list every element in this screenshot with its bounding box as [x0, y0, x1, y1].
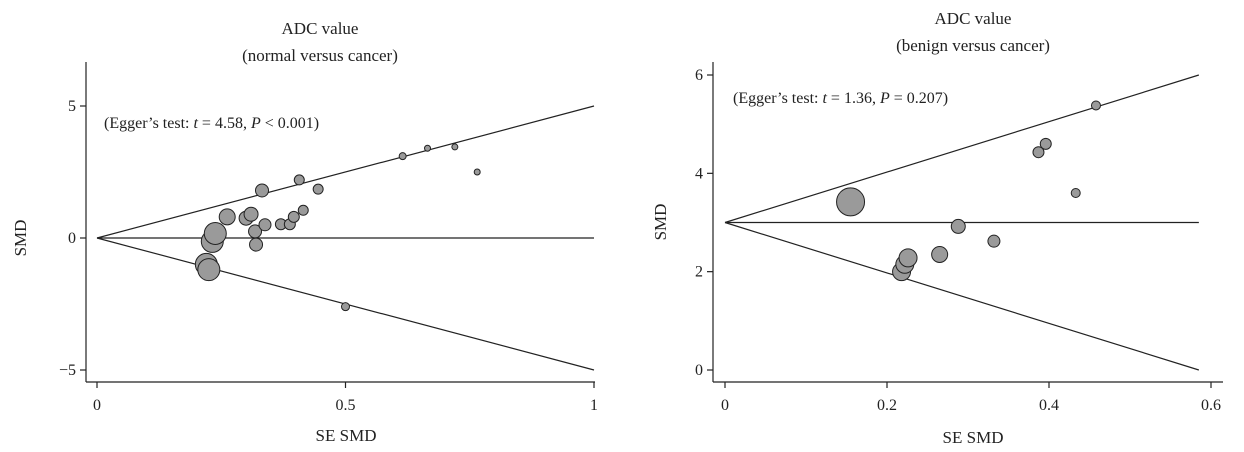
study-point [287, 210, 300, 223]
x-tick-label: 1 [590, 397, 598, 414]
study-point [1039, 137, 1052, 150]
funnel-line [724, 74, 1200, 224]
study-point [950, 218, 966, 234]
chart-title: ADC value [282, 19, 359, 38]
x-tick-label: 0.4 [1039, 397, 1059, 414]
study-point [1070, 188, 1081, 198]
funnel-line [724, 221, 1200, 371]
funnel-plot-benign-vs-cancer: ADC value (benign versus cancer) SMD SE … [651, 9, 1223, 447]
study-point [424, 144, 432, 152]
x-tick-label: 0.6 [1201, 397, 1221, 414]
eggers-test-annotation: (Egger’s test: t = 1.36, P = 0.207) [733, 90, 948, 107]
chart-title: ADC value [935, 9, 1012, 28]
chart-subtitle: (benign versus cancer) [896, 36, 1050, 55]
eggers-test-annotation: (Egger’s test: t = 4.58, P < 0.001) [104, 115, 319, 132]
axes: 0 0.5 1 −5 0 5 [59, 62, 598, 414]
study-point [1032, 146, 1045, 159]
study-points [836, 100, 1101, 282]
x-tick-label: 0.5 [336, 397, 356, 414]
study-point [218, 208, 236, 226]
reference-lines [96, 105, 595, 371]
study-point [293, 174, 305, 186]
x-tick-label: 0.2 [877, 397, 897, 414]
study-point [312, 183, 324, 195]
study-point [258, 218, 272, 232]
y-tick-label: 4 [695, 165, 703, 182]
x-tick-label: 0 [93, 397, 101, 414]
study-point [297, 204, 309, 216]
study-point [1090, 100, 1101, 111]
study-point [836, 187, 866, 217]
study-points [194, 143, 481, 312]
axes: 0 0.2 0.4 0.6 0 2 4 6 [695, 62, 1223, 414]
x-tick-label: 0 [721, 397, 729, 414]
study-point [249, 237, 264, 252]
y-axis-label: SMD [651, 204, 670, 241]
study-point [987, 234, 1001, 248]
study-point [398, 152, 407, 161]
y-axis-label: SMD [11, 220, 30, 257]
y-tick-label: −5 [59, 362, 76, 379]
y-tick-label: 0 [695, 362, 703, 379]
funnel-line [96, 105, 595, 239]
x-axis-label: SE SMD [943, 428, 1004, 447]
study-point [473, 168, 481, 176]
y-tick-label: 2 [695, 264, 703, 281]
chart-subtitle: (normal versus cancer) [242, 46, 398, 65]
study-point [197, 258, 221, 282]
study-point [255, 183, 270, 198]
study-point [451, 143, 459, 151]
funnel-plot-normal-vs-cancer: ADC value (normal versus cancer) SMD SE … [11, 19, 598, 445]
study-point [898, 248, 918, 268]
y-tick-label: 0 [68, 230, 76, 247]
x-axis-label: SE SMD [316, 426, 377, 445]
y-tick-label: 6 [695, 67, 703, 84]
y-tick-label: 5 [68, 98, 76, 115]
study-point [243, 206, 259, 222]
study-point [341, 302, 350, 312]
study-point [931, 245, 949, 263]
study-point [203, 222, 227, 246]
